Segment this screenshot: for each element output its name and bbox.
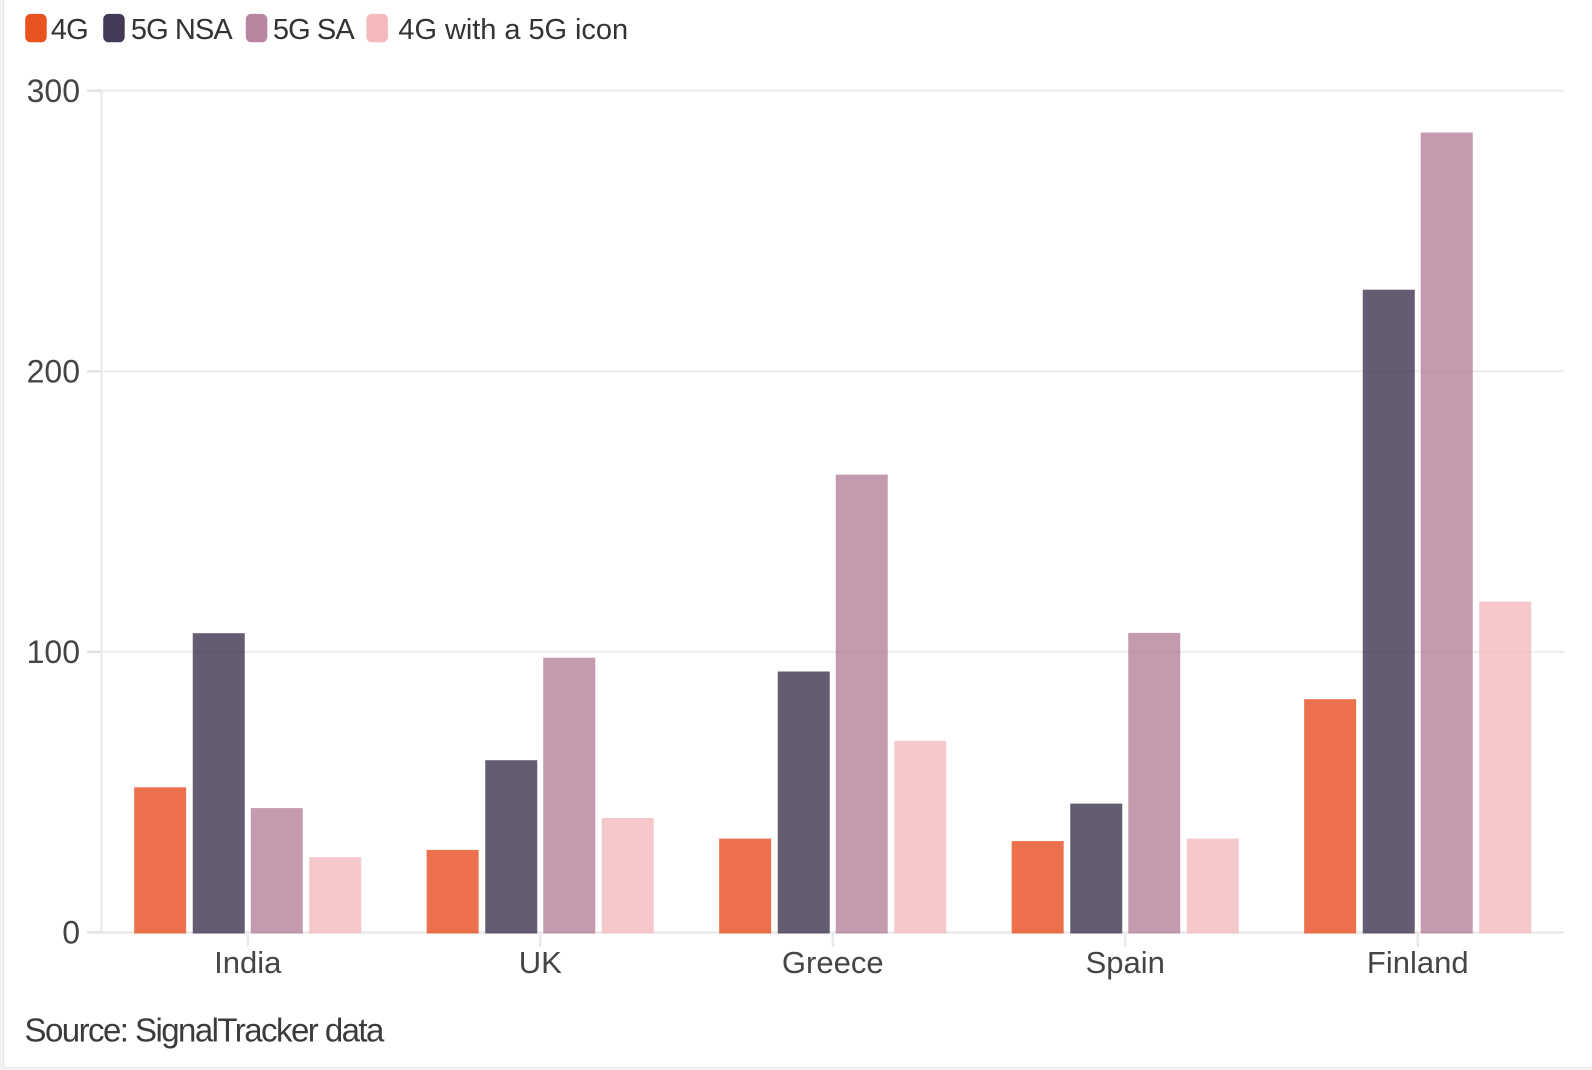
svg-text:India: India xyxy=(214,945,282,980)
svg-text:0: 0 xyxy=(62,915,80,951)
svg-text:Finland: Finland xyxy=(1367,945,1469,980)
svg-text:300: 300 xyxy=(27,73,80,109)
svg-text:4G: 4G xyxy=(51,14,88,46)
svg-text:Greece: Greece xyxy=(782,945,884,980)
svg-text:5G SA: 5G SA xyxy=(273,14,355,46)
svg-text:200: 200 xyxy=(27,354,80,390)
svg-text:Spain: Spain xyxy=(1086,945,1165,980)
svg-text:Source: SignalTracker data: Source: SignalTracker data xyxy=(25,1012,386,1049)
svg-text:5G NSA: 5G NSA xyxy=(131,14,234,46)
svg-text:UK: UK xyxy=(519,945,562,980)
svg-text:100: 100 xyxy=(27,634,80,670)
svg-text:4G with a 5G icon: 4G with a 5G icon xyxy=(398,14,628,46)
